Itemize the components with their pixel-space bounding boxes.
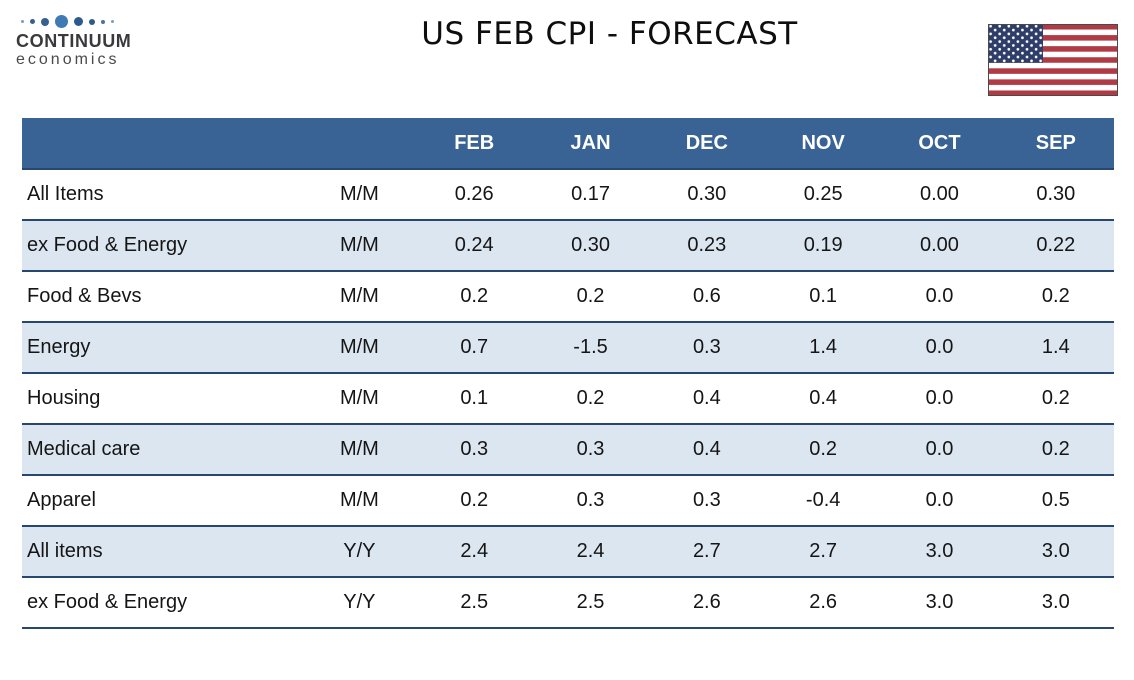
row-value: 2.6	[648, 577, 765, 629]
row-value: 3.0	[881, 525, 998, 578]
row-value: 0.3	[648, 321, 765, 374]
row-value: 0.3	[416, 423, 533, 476]
column-header-oct: OCT	[881, 118, 998, 170]
row-value: 0.0	[925, 285, 954, 307]
row-value: 0.00	[881, 219, 998, 272]
row-value: 0.1	[809, 285, 838, 307]
row-value: 2.5	[416, 577, 533, 629]
row-basis: Y/Y	[302, 525, 417, 578]
row-value: 0.24	[416, 219, 533, 272]
row-value: 0.2	[1041, 387, 1070, 409]
table-header-row: FEB JAN DEC NOV OCT SEP	[22, 118, 1114, 170]
row-value: 0.2	[765, 423, 882, 476]
logo-dots-icon	[21, 13, 231, 30]
row-value: 0.25	[803, 183, 843, 205]
column-header-dec: DEC	[648, 118, 765, 170]
page-title: US FEB CPI - FORECAST	[421, 16, 798, 52]
row-value: 0.2	[460, 489, 489, 511]
row-value: 0.2	[997, 423, 1114, 476]
row-label: ex Food & Energy	[22, 219, 303, 272]
row-basis: M/M	[339, 183, 379, 205]
table-row: Housing M/M 0.1 0.2 0.4 0.4 0.0 0.2	[22, 373, 1114, 424]
row-value: 0.2	[576, 285, 605, 307]
column-header	[302, 118, 417, 170]
row-label: Apparel	[27, 489, 96, 511]
top-bar: CONTINUUM economics US FEB CPI - FORECAS…	[0, 0, 1134, 118]
row-value: 0.26	[454, 183, 494, 205]
column-header-feb: FEB	[416, 118, 533, 170]
column-header-sep: SEP	[997, 118, 1114, 170]
table-row: Apparel M/M 0.2 0.3 0.3 -0.4 0.0 0.5	[22, 475, 1114, 526]
row-value: 0.17	[571, 183, 610, 205]
row-value: 3.0	[997, 525, 1114, 578]
row-value: 2.4	[532, 525, 649, 578]
row-label: Medical care	[22, 423, 303, 476]
row-value: 0.7	[416, 321, 533, 374]
row-basis: M/M	[339, 489, 379, 511]
table-row: ex Food & Energy Y/Y 2.5 2.5 2.6 2.6 3.0…	[22, 577, 1114, 629]
row-value: -0.4	[805, 489, 841, 511]
row-value: 0.1	[460, 387, 489, 409]
row-value: 0.30	[1036, 183, 1076, 205]
row-value: 0.4	[809, 387, 838, 409]
row-value: 0.19	[765, 219, 882, 272]
row-value: 2.7	[648, 525, 765, 578]
row-value: 0.3	[532, 423, 649, 476]
table-row: All items Y/Y 2.4 2.4 2.7 2.7 3.0 3.0	[22, 525, 1114, 578]
continuum-logo: CONTINUUM economics	[16, 0, 231, 69]
row-value: 2.5	[532, 577, 649, 629]
row-value: 1.4	[997, 321, 1114, 374]
table-row: Energy M/M 0.7 -1.5 0.3 1.4 0.0 1.4	[22, 321, 1114, 374]
table-row: ex Food & Energy M/M 0.24 0.30 0.23 0.19…	[22, 219, 1114, 272]
row-label: Housing	[27, 387, 101, 409]
row-label: All Items	[27, 183, 104, 205]
row-value: 3.0	[997, 577, 1114, 629]
row-value: 0.2	[576, 387, 605, 409]
row-basis: M/M	[302, 321, 417, 374]
row-value: 0.5	[1041, 489, 1070, 511]
row-basis: M/M	[339, 387, 379, 409]
row-value: 0.30	[532, 219, 649, 272]
row-label: Food & Bevs	[27, 285, 142, 307]
row-label: Energy	[22, 321, 303, 374]
column-header-nov: NOV	[765, 118, 882, 170]
row-basis: M/M	[302, 423, 417, 476]
cpi-forecast-table: FEB JAN DEC NOV OCT SEP All Items M/M 0.…	[22, 118, 1114, 629]
row-value: 3.0	[881, 577, 998, 629]
table-row: Food & Bevs M/M 0.2 0.2 0.6 0.1 0.0 0.2	[22, 271, 1114, 322]
row-label: All items	[22, 525, 303, 578]
table-row: Medical care M/M 0.3 0.3 0.4 0.2 0.0 0.2	[22, 423, 1114, 476]
row-value: 1.4	[765, 321, 882, 374]
row-value: 0.4	[648, 423, 765, 476]
table-row: All Items M/M 0.26 0.17 0.30 0.25 0.00 0…	[22, 169, 1114, 220]
logo-name: CONTINUUM	[16, 31, 132, 51]
row-value: 0.0	[881, 423, 998, 476]
row-value: 0.4	[692, 387, 721, 409]
row-value: 2.7	[765, 525, 882, 578]
row-value: 0.00	[920, 183, 959, 205]
us-flag-icon	[988, 0, 1118, 101]
row-value: 0.0	[925, 387, 954, 409]
row-label: ex Food & Energy	[22, 577, 303, 629]
row-value: 0.6	[692, 285, 721, 307]
row-value: 0.2	[460, 285, 489, 307]
row-value: 0.30	[687, 183, 727, 205]
row-basis: Y/Y	[302, 577, 417, 629]
row-value: 0.2	[1041, 285, 1070, 307]
column-header	[22, 118, 303, 170]
row-value: -1.5	[532, 321, 649, 374]
logo-subtitle: economics	[16, 51, 120, 68]
row-value: 2.6	[765, 577, 882, 629]
column-header-jan: JAN	[532, 118, 649, 170]
table-body: All Items M/M 0.26 0.17 0.30 0.25 0.00 0…	[22, 169, 1114, 629]
row-value: 0.0	[881, 321, 998, 374]
row-basis: M/M	[302, 219, 417, 272]
row-value: 0.3	[692, 489, 721, 511]
row-value: 0.3	[576, 489, 605, 511]
row-value: 0.22	[997, 219, 1114, 272]
row-value: 0.0	[925, 489, 954, 511]
row-basis: M/M	[339, 285, 379, 307]
row-value: 0.23	[648, 219, 765, 272]
row-value: 2.4	[416, 525, 533, 578]
